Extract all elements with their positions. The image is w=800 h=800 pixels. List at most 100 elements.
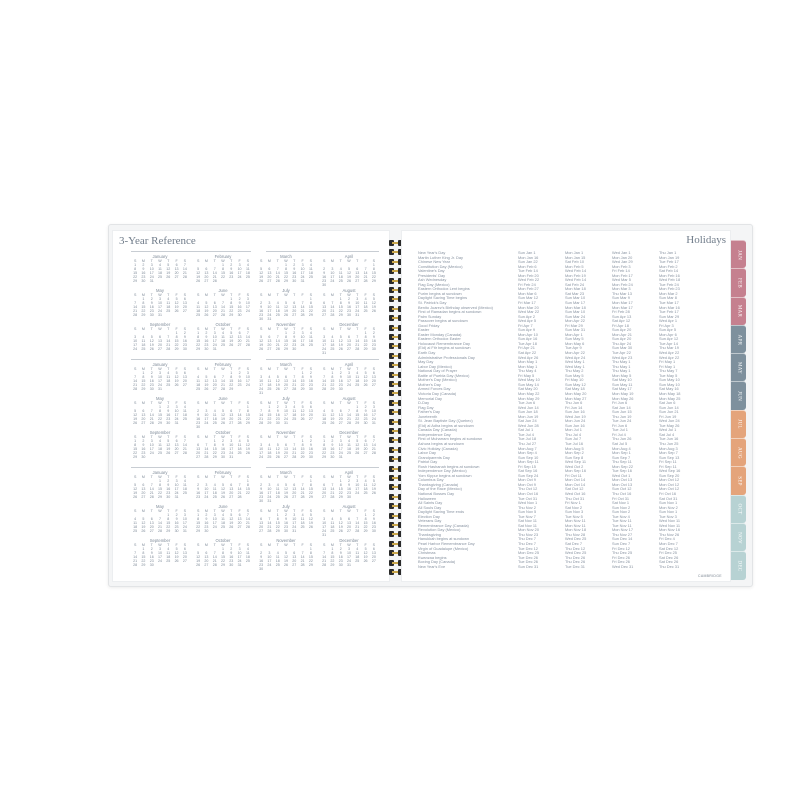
tab-apr[interactable]: APR	[731, 324, 746, 354]
holiday-date: Wed Mar 22	[518, 310, 540, 315]
tab-mar[interactable]: MAR	[731, 296, 746, 325]
holiday-date: Mon Oct 14	[565, 482, 586, 487]
day-number: 14	[149, 413, 154, 417]
day-number: 7	[221, 375, 224, 379]
day-number: 19	[149, 343, 154, 347]
tab-label: APR	[736, 334, 741, 345]
day-number: 19	[259, 343, 264, 347]
day-number: 7	[301, 483, 304, 487]
holiday-date: Thu Oct 16	[612, 491, 632, 496]
tab-feb[interactable]: FEB	[731, 268, 746, 297]
tab-jan[interactable]: JAN	[731, 240, 746, 269]
day-number: 17	[149, 447, 154, 451]
weekday-label: T	[213, 435, 216, 439]
day-number: 3	[205, 409, 208, 413]
day-number: 7	[268, 517, 271, 521]
day-number: 28	[204, 455, 209, 459]
day-number: 9	[372, 335, 375, 339]
weekday-label: S	[246, 367, 250, 371]
weekday-label: W	[221, 475, 225, 479]
day-number: 7	[260, 409, 263, 413]
ring-clip	[392, 251, 400, 254]
day-number: 22	[300, 383, 305, 387]
holiday-date: Wed Jul 1	[659, 428, 677, 433]
day-number: 26	[371, 491, 376, 495]
weekday-label: S	[309, 543, 313, 547]
day-number: 1	[167, 513, 170, 517]
day-number: 21	[133, 383, 138, 387]
day-number: 29	[196, 529, 201, 533]
holiday-name: Revolution Day (Mexico)	[418, 528, 461, 533]
holiday-date: Wed Apr 26	[518, 355, 539, 360]
day-number: 6	[183, 547, 186, 551]
weekday-label: T	[356, 293, 359, 297]
weekday-label: F	[238, 327, 241, 331]
holiday-date: Mon Sep 7	[659, 451, 678, 456]
holiday-date: Thu May 1	[612, 369, 631, 374]
tab-jun[interactable]: JUN	[731, 381, 746, 410]
day-number: 23	[196, 495, 201, 499]
day-number: 29	[245, 421, 250, 425]
day-number: 25	[157, 275, 162, 279]
holiday-date: Wed Dec 25	[565, 537, 587, 542]
tab-jul[interactable]: JUL	[731, 409, 746, 439]
day-number: 1	[301, 371, 304, 375]
day-number: 2	[150, 371, 153, 375]
day-number: 6	[347, 335, 350, 339]
day-number: 29	[330, 387, 335, 391]
tab-may[interactable]: MAY	[731, 353, 746, 382]
holiday-date: Mon Oct 13	[612, 478, 633, 483]
day-number: 9	[167, 483, 170, 487]
day-number: 13	[237, 517, 242, 521]
day-number: 2	[347, 479, 350, 483]
holiday-name: Mother's Day (Mexico)	[418, 378, 457, 383]
day-number: 21	[166, 343, 171, 347]
holiday-row: Benito Juarez's Birthday observed (Mexic…	[418, 306, 706, 311]
day-number: 9	[293, 267, 296, 271]
holiday-date: Mon Feb 23	[659, 287, 680, 292]
holiday-date: Fri Sep 15	[518, 464, 536, 469]
holiday-row: Labor Day Mon Sep 4 Mon Sep 2 Mon Sep 1 Mon …	[418, 451, 706, 456]
day-number: 2	[175, 513, 178, 517]
weekday-label: S	[196, 543, 200, 547]
tab-aug[interactable]: AUG	[731, 438, 746, 467]
holiday-name: National Bosses Day	[418, 491, 455, 496]
day-number: 21	[330, 309, 335, 313]
holiday-date: Sat Oct 12	[565, 487, 584, 492]
holiday-name: Chinese New Year	[418, 260, 451, 265]
holiday-date: Fri Mar 17	[518, 301, 536, 306]
day-number: 2	[276, 405, 279, 409]
holiday-date: Tue May 5	[659, 373, 678, 378]
holiday-date: Mon Feb 6	[518, 264, 537, 269]
day-number: 24	[157, 383, 162, 387]
day-number: 10	[330, 271, 335, 275]
holiday-date: Sun Nov 1	[659, 501, 678, 506]
weekday-label: S	[322, 543, 326, 547]
day-number: 1	[158, 479, 161, 483]
day-number: 7	[167, 335, 170, 339]
holiday-row: Boxing Day (Canada) Tue Dec 26 Thu Dec 26 F…	[418, 560, 706, 565]
month-name: May	[156, 396, 164, 401]
holiday-date: Sun Jun 16	[565, 423, 585, 428]
holiday-date: Sun May 10	[659, 382, 680, 387]
month-calendar: May S M T W T F S 1 2 3 4 5 6 7 8 9 10 11 12 13 14 15 16 17 18 19 2…	[131, 396, 189, 425]
day-number: 27	[363, 451, 368, 455]
ring-wire	[389, 550, 394, 557]
ring-clip	[392, 477, 400, 479]
holiday-date: Thu Dec 31	[659, 564, 680, 569]
day-number: 9	[230, 267, 233, 271]
day-number: 30	[141, 279, 146, 283]
day-number: 12	[166, 443, 171, 447]
tab-oct[interactable]: OCT	[731, 494, 746, 523]
month-grid: S M T W T F S 1 2 3 4 5 6 7 8 9 10 11 12 13 14 15 16 17 18 19 20 21…	[131, 293, 189, 317]
day-number: 11	[166, 301, 171, 305]
day-number: 13	[149, 521, 154, 525]
tab-dec[interactable]: DEC	[731, 551, 746, 580]
tab-nov[interactable]: NOV	[731, 522, 746, 552]
day-number: 5	[356, 439, 359, 443]
holiday-date: Sat Nov 1	[612, 501, 630, 506]
tab-sep[interactable]: SEP	[731, 466, 746, 495]
weekday-label: M	[141, 259, 145, 263]
day-number: 20	[212, 309, 217, 313]
holiday-date: Sat Jun 24	[518, 419, 537, 424]
